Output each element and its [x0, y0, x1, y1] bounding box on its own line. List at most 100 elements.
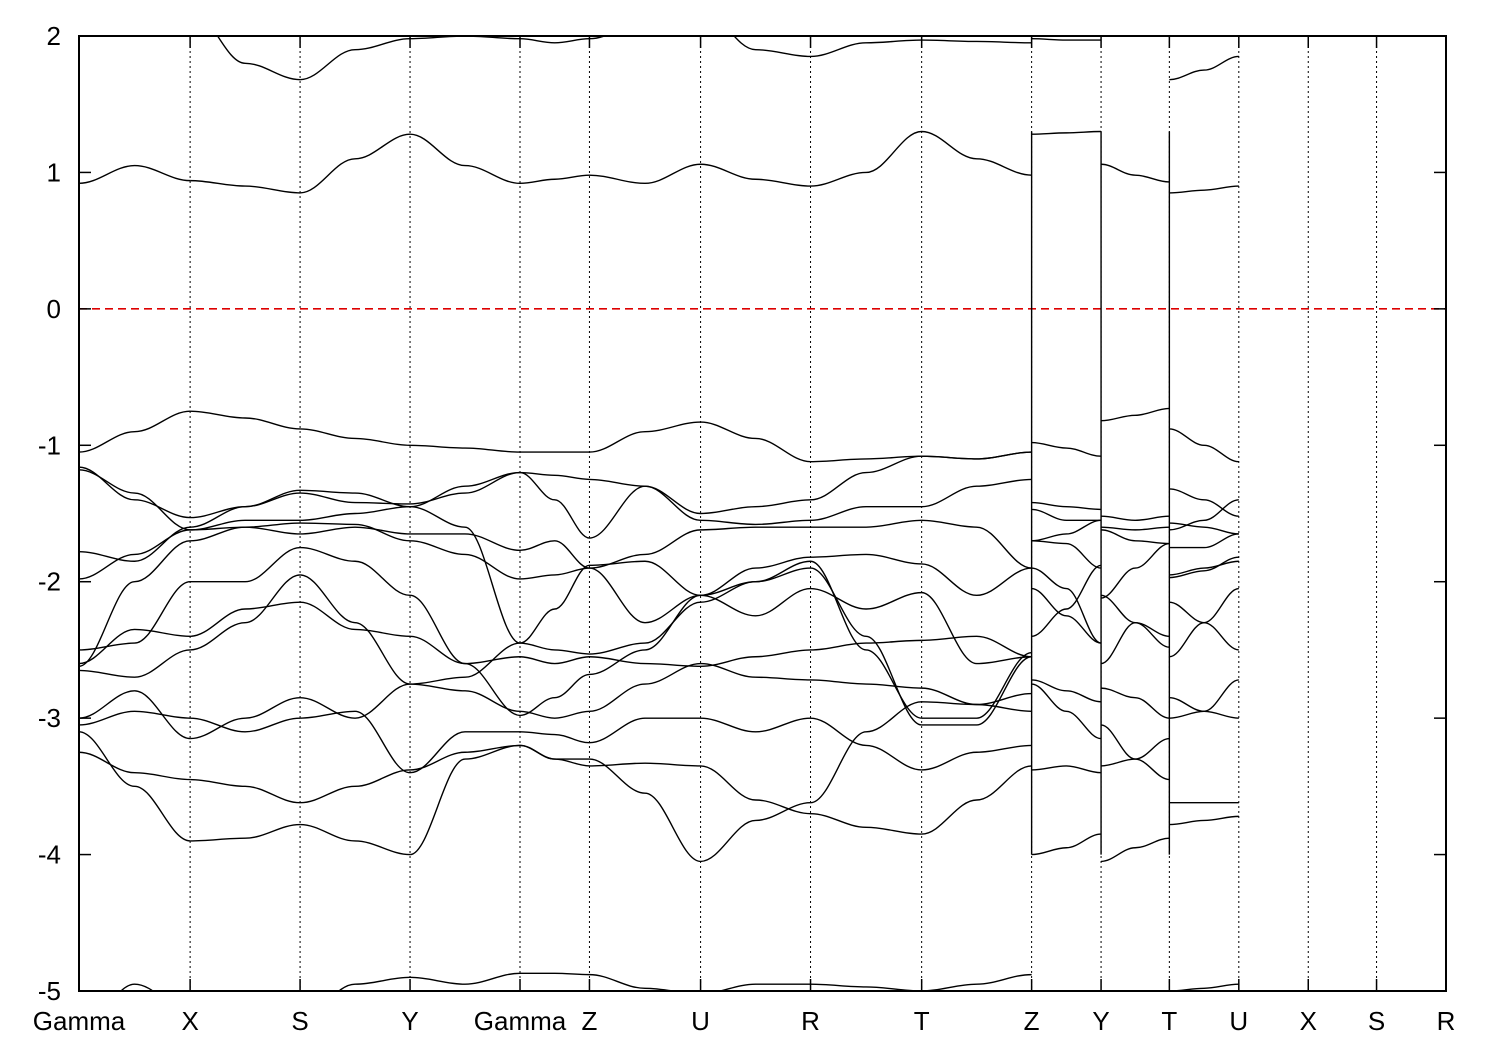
band-line: [519, 673, 590, 717]
band-line: [1169, 710, 1239, 719]
band-line: [519, 564, 590, 644]
band-line: [700, 556, 811, 597]
band-line: [79, 690, 191, 740]
x-tick-label: Gamma: [33, 1006, 126, 1036]
band-line: [921, 519, 1032, 569]
band-line: [300, 601, 411, 637]
band-line: [810, 567, 922, 726]
band-line: [300, 428, 411, 446]
band-line: [1100, 724, 1170, 781]
band-line: [1031, 38, 1102, 41]
band-line: [190, 717, 301, 733]
band-line: [410, 744, 521, 771]
band-line: [520, 38, 590, 44]
band-line: [700, 662, 811, 681]
band-line: [190, 526, 301, 535]
band-line: [1169, 587, 1239, 658]
band-line: [1100, 621, 1170, 665]
band-line: [700, 802, 811, 863]
band-line: [1169, 428, 1239, 463]
band-line: [589, 36, 607, 40]
band-line: [190, 179, 301, 194]
x-tick-label: T: [1161, 1006, 1177, 1036]
band-line: [410, 533, 521, 552]
band-line: [921, 701, 1032, 713]
band-line: [79, 751, 191, 781]
band-line: [810, 560, 922, 719]
band-line: [520, 731, 590, 744]
band-line: [299, 574, 411, 685]
band-line: [1031, 540, 1102, 569]
band-line: [700, 587, 811, 617]
band-line: [589, 662, 701, 713]
band-line: [1031, 508, 1102, 522]
band-line: [589, 973, 678, 991]
band-line: [1169, 522, 1239, 535]
band-line: [700, 649, 811, 667]
band-line: [190, 492, 301, 519]
band-line: [79, 581, 191, 651]
band-line: [1169, 556, 1239, 579]
band-line: [300, 823, 411, 856]
band-line: [700, 519, 811, 526]
band-line: [1031, 519, 1102, 542]
x-tick-label: X: [181, 1006, 198, 1036]
band-line: [410, 972, 521, 985]
y-tick-label: -1: [38, 430, 61, 460]
band-line: [300, 492, 411, 505]
band-line: [1031, 683, 1102, 740]
band-line: [1031, 567, 1102, 644]
band-line: [300, 546, 411, 597]
band-line: [921, 765, 1032, 835]
band-line: [409, 744, 521, 856]
band-line: [300, 710, 411, 774]
band-lines: [79, 9, 1239, 991]
band-line: [520, 174, 590, 185]
band-line: [300, 683, 411, 719]
y-tick-label: -4: [38, 840, 61, 870]
band-line: [519, 471, 590, 539]
band-line: [190, 574, 301, 651]
band-line: [921, 656, 1032, 726]
x-tick-label: U: [691, 1006, 710, 1036]
x-tick-label: X: [1300, 1006, 1317, 1036]
band-line: [810, 455, 922, 501]
band-line: [589, 717, 701, 744]
band-line: [410, 471, 521, 508]
band-line: [79, 731, 191, 842]
band-line: [921, 451, 1032, 460]
band-line: [589, 163, 701, 185]
x-tick-label: T: [914, 1006, 930, 1036]
band-line: [921, 973, 1032, 991]
y-tick-label: -3: [38, 703, 61, 733]
band-line: [337, 976, 411, 991]
band-line: [1100, 542, 1170, 599]
band-line: [810, 587, 922, 610]
band-line: [1169, 499, 1239, 531]
band-line: [921, 687, 1032, 706]
band-line: [1101, 9, 1169, 23]
x-tick-label: S: [291, 1006, 308, 1036]
band-line: [79, 410, 191, 453]
band-line: [300, 505, 411, 522]
band-line: [921, 591, 1032, 665]
band-line: [921, 563, 1032, 597]
band-line: [1031, 564, 1102, 637]
band-line: [1169, 185, 1239, 194]
band-line: [589, 421, 701, 453]
band-line: [1169, 679, 1239, 713]
band-line: [409, 594, 521, 665]
band-line: [1100, 594, 1170, 648]
band-line: [810, 455, 922, 463]
y-tick-label: 0: [47, 294, 61, 324]
x-tick-label: R: [801, 1006, 820, 1036]
band-line: [589, 594, 701, 676]
band-line: [700, 765, 811, 815]
y-tick-label: 2: [47, 21, 61, 51]
band-line: [1031, 765, 1102, 774]
band-line: [810, 812, 922, 835]
band-line: [1101, 515, 1170, 522]
band-line: [190, 546, 301, 583]
band-line: [216, 36, 301, 81]
plot-frame: [78, 35, 1447, 992]
